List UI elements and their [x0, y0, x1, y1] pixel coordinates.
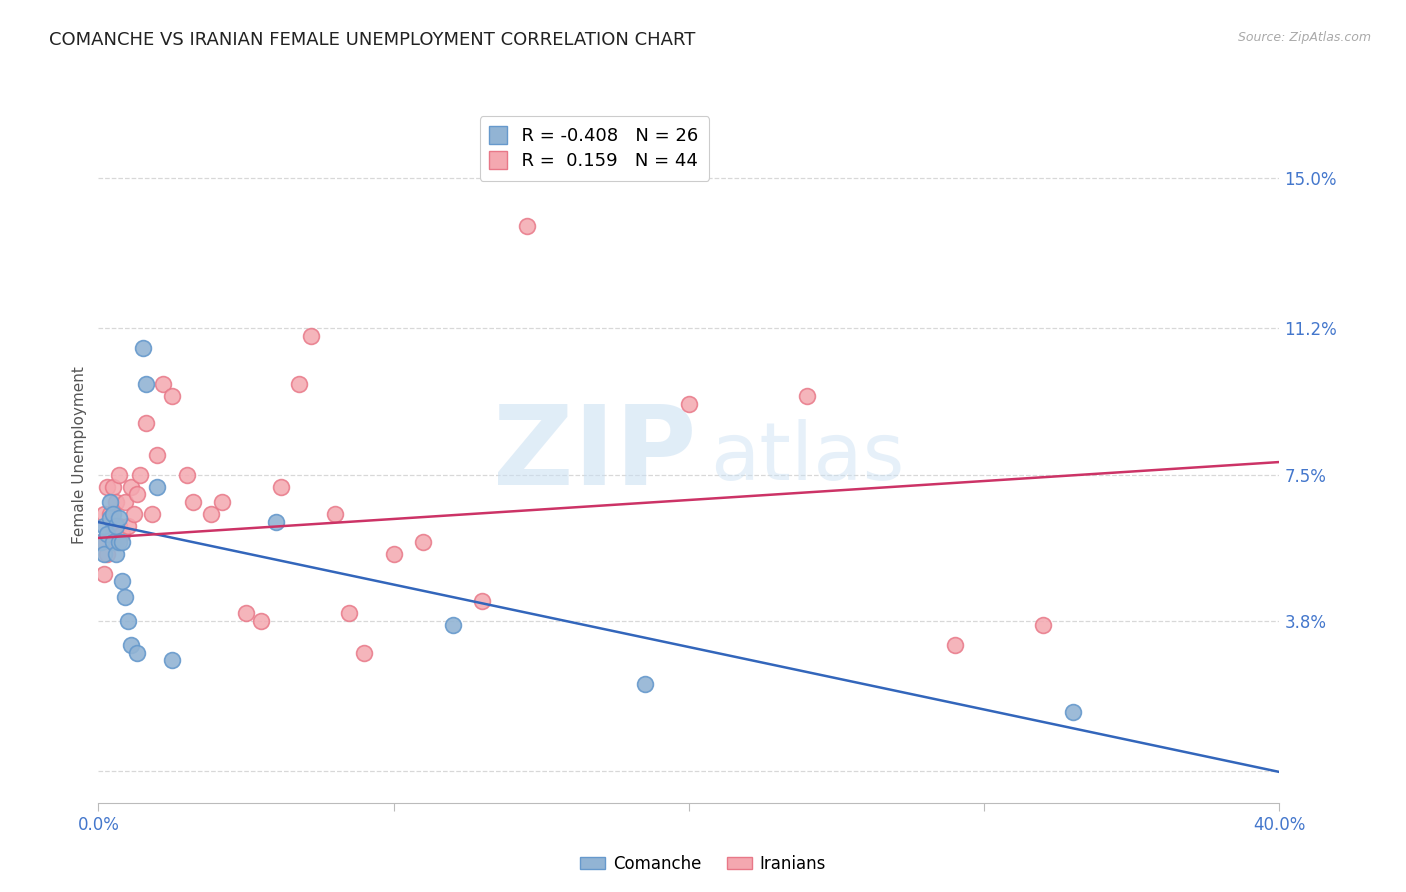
Point: [339, 606, 361, 620]
Point: [135, 376, 157, 391]
Point: [162, 389, 183, 403]
Point: [96, 479, 118, 493]
Point: [796, 389, 818, 403]
Point: [176, 467, 198, 482]
Point: [105, 534, 128, 549]
Point: [120, 638, 142, 652]
Text: COMANCHE VS IRANIAN FEMALE UNEMPLOYMENT CORRELATION CHART: COMANCHE VS IRANIAN FEMALE UNEMPLOYMENT …: [49, 31, 696, 49]
Point: [108, 467, 131, 482]
Point: [141, 507, 163, 521]
Point: [250, 614, 273, 628]
Point: [323, 507, 346, 521]
Point: [516, 219, 538, 233]
Point: [382, 547, 405, 561]
Point: [1062, 705, 1084, 719]
Point: [1032, 618, 1054, 632]
Point: [353, 646, 375, 660]
Text: ZIP: ZIP: [492, 401, 696, 508]
Point: [299, 329, 322, 343]
Point: [634, 677, 657, 691]
Text: Source: ZipAtlas.com: Source: ZipAtlas.com: [1237, 31, 1371, 45]
Point: [98, 495, 121, 509]
Point: [135, 417, 157, 431]
Point: [162, 653, 183, 667]
Point: [146, 479, 169, 493]
Point: [125, 646, 148, 660]
Point: [111, 574, 134, 589]
Point: [93, 507, 115, 521]
Point: [111, 527, 134, 541]
Point: [108, 519, 131, 533]
Point: [146, 448, 169, 462]
Point: [108, 511, 131, 525]
Point: [471, 594, 494, 608]
Point: [270, 479, 292, 493]
Point: [181, 495, 204, 509]
Point: [98, 507, 121, 521]
Text: atlas: atlas: [710, 419, 904, 498]
Point: [412, 534, 434, 549]
Point: [152, 376, 174, 391]
Point: [125, 487, 148, 501]
Point: [943, 638, 966, 652]
Point: [96, 547, 118, 561]
Point: [117, 614, 139, 628]
Point: [105, 519, 128, 533]
Point: [90, 534, 112, 549]
Point: [114, 495, 136, 509]
Point: [288, 376, 311, 391]
Point: [120, 479, 142, 493]
Legend: Comanche, Iranians: Comanche, Iranians: [574, 848, 832, 880]
Point: [103, 527, 125, 541]
Point: [93, 566, 115, 581]
Point: [96, 527, 118, 541]
Point: [103, 534, 125, 549]
Point: [98, 511, 121, 525]
Point: [128, 467, 150, 482]
Point: [90, 534, 112, 549]
Point: [211, 495, 233, 509]
Point: [132, 341, 155, 355]
Point: [105, 547, 128, 561]
Point: [235, 606, 257, 620]
Point: [122, 507, 145, 521]
Point: [103, 479, 125, 493]
Point: [93, 519, 115, 533]
Point: [108, 534, 131, 549]
Point: [103, 507, 125, 521]
Point: [117, 519, 139, 533]
Y-axis label: Female Unemployment: Female Unemployment: [72, 366, 87, 544]
Point: [441, 618, 464, 632]
Point: [114, 591, 136, 605]
Point: [678, 396, 700, 410]
Point: [111, 534, 134, 549]
Point: [105, 495, 128, 509]
Point: [264, 515, 287, 529]
Point: [200, 507, 222, 521]
Point: [93, 547, 115, 561]
Legend:   R = -0.408   N = 26,   R =  0.159   N = 44: R = -0.408 N = 26, R = 0.159 N = 44: [479, 116, 710, 181]
